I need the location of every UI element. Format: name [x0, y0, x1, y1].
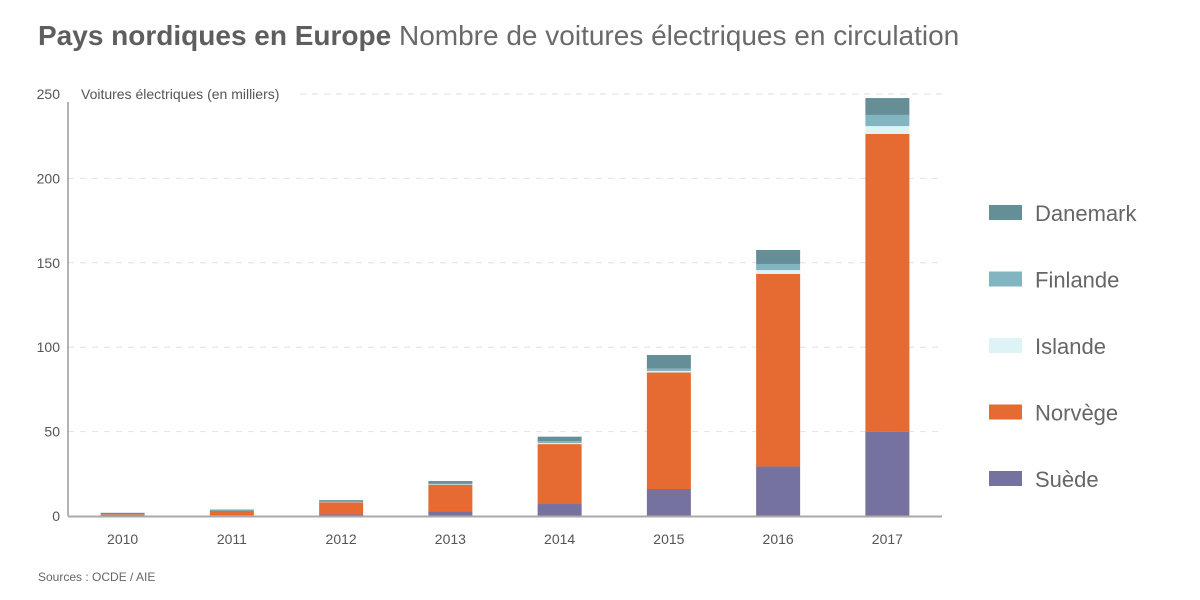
- legend-swatch-norvège: [989, 404, 1022, 420]
- bar-segment-suède-2014: [537, 504, 582, 516]
- legend-label-suède: Suède: [1035, 467, 1099, 492]
- bar-segment-suède-2012: [319, 514, 364, 516]
- y-tick-label: 0: [52, 508, 60, 524]
- bar-segment-norvège-2017: [865, 134, 910, 432]
- bar-segment-finlande-2014: [537, 441, 582, 444]
- legend-label-islande: Islande: [1035, 334, 1106, 359]
- bar-segment-finlande-2017: [865, 114, 910, 127]
- bar-segment-norvège-2014: [537, 444, 582, 505]
- bar-segment-islande-2014: [537, 443, 582, 445]
- bar-segment-suède-2017: [865, 431, 910, 516]
- bar-segment-finlande-2012: [319, 501, 364, 503]
- bar-segment-suède-2016: [756, 466, 801, 516]
- bar-segment-danemark-2012: [319, 500, 364, 502]
- bar-segment-finlande-2016: [756, 263, 801, 271]
- bar-segment-islande-2015: [646, 371, 691, 373]
- bar-segment-norvège-2015: [646, 372, 691, 489]
- bar-segment-danemark-2011: [209, 509, 254, 511]
- bar-segment-norvège-2011: [209, 510, 254, 516]
- bars: [100, 98, 910, 516]
- y-tick-label: 50: [44, 424, 60, 440]
- x-tick-label: 2010: [107, 531, 138, 547]
- y-tick-label: 150: [37, 255, 61, 271]
- bar-segment-danemark-2017: [865, 98, 910, 115]
- legend-swatch-islande: [989, 338, 1022, 353]
- bar-segment-danemark-2016: [756, 249, 801, 264]
- bar-segment-suède-2013: [428, 511, 473, 516]
- bar-segment-islande-2016: [756, 270, 801, 274]
- x-tick-label: 2016: [763, 531, 794, 547]
- bar-segment-islande-2017: [865, 126, 910, 135]
- bar-segment-suède-2015: [646, 488, 691, 516]
- x-tick-label: 2012: [326, 531, 357, 547]
- bar-segment-danemark-2014: [537, 436, 582, 442]
- chart-title: Pays nordiques en Europe Nombre de voitu…: [38, 20, 959, 52]
- legend-label-danemark: Danemark: [1035, 201, 1137, 226]
- axes: 0 50 100 150 200 250 2010 2011 2012 2013 2014 2015 2…: [37, 86, 942, 547]
- y-tick-label: 100: [37, 339, 61, 355]
- bar-segment-norvège-2010: [100, 514, 145, 516]
- x-tick-label: 2014: [544, 531, 575, 547]
- bar-segment-norvège-2016: [756, 273, 801, 467]
- legend-swatch-finlande: [989, 271, 1022, 287]
- legend: Danemark Finlande Islande Norvège Suède: [989, 201, 1137, 492]
- legend-swatch-danemark: [989, 205, 1022, 220]
- chart-subtitle: Nombre de voitures électriques en circul…: [398, 20, 960, 51]
- bar-segment-danemark-2010: [100, 512, 145, 515]
- legend-label-norvège: Norvège: [1035, 401, 1118, 426]
- x-tick-label: 2017: [872, 531, 903, 547]
- chart-title-bold: Pays nordiques en Europe: [38, 20, 392, 51]
- bar-segment-norvège-2013: [428, 484, 473, 512]
- bar-segment-danemark-2015: [646, 354, 691, 369]
- legend-label-finlande: Finlande: [1035, 268, 1119, 293]
- bar-segment-finlande-2013: [428, 483, 473, 485]
- bar-segment-norvège-2012: [319, 502, 364, 515]
- bar-segment-danemark-2013: [428, 481, 473, 484]
- source-note: Sources : OCDE / AIE: [38, 570, 156, 584]
- y-tick-label: 200: [37, 170, 61, 186]
- bar-segment-finlande-2015: [646, 368, 691, 372]
- y-axis-label: Voitures électriques (en milliers): [81, 86, 279, 102]
- x-tick-label: 2011: [217, 531, 247, 547]
- x-tick-label: 2013: [435, 531, 466, 547]
- legend-swatch-suède: [989, 471, 1022, 486]
- y-tick-label: 250: [37, 86, 61, 102]
- gridlines: [68, 93, 942, 433]
- x-tick-label: 2015: [653, 531, 684, 547]
